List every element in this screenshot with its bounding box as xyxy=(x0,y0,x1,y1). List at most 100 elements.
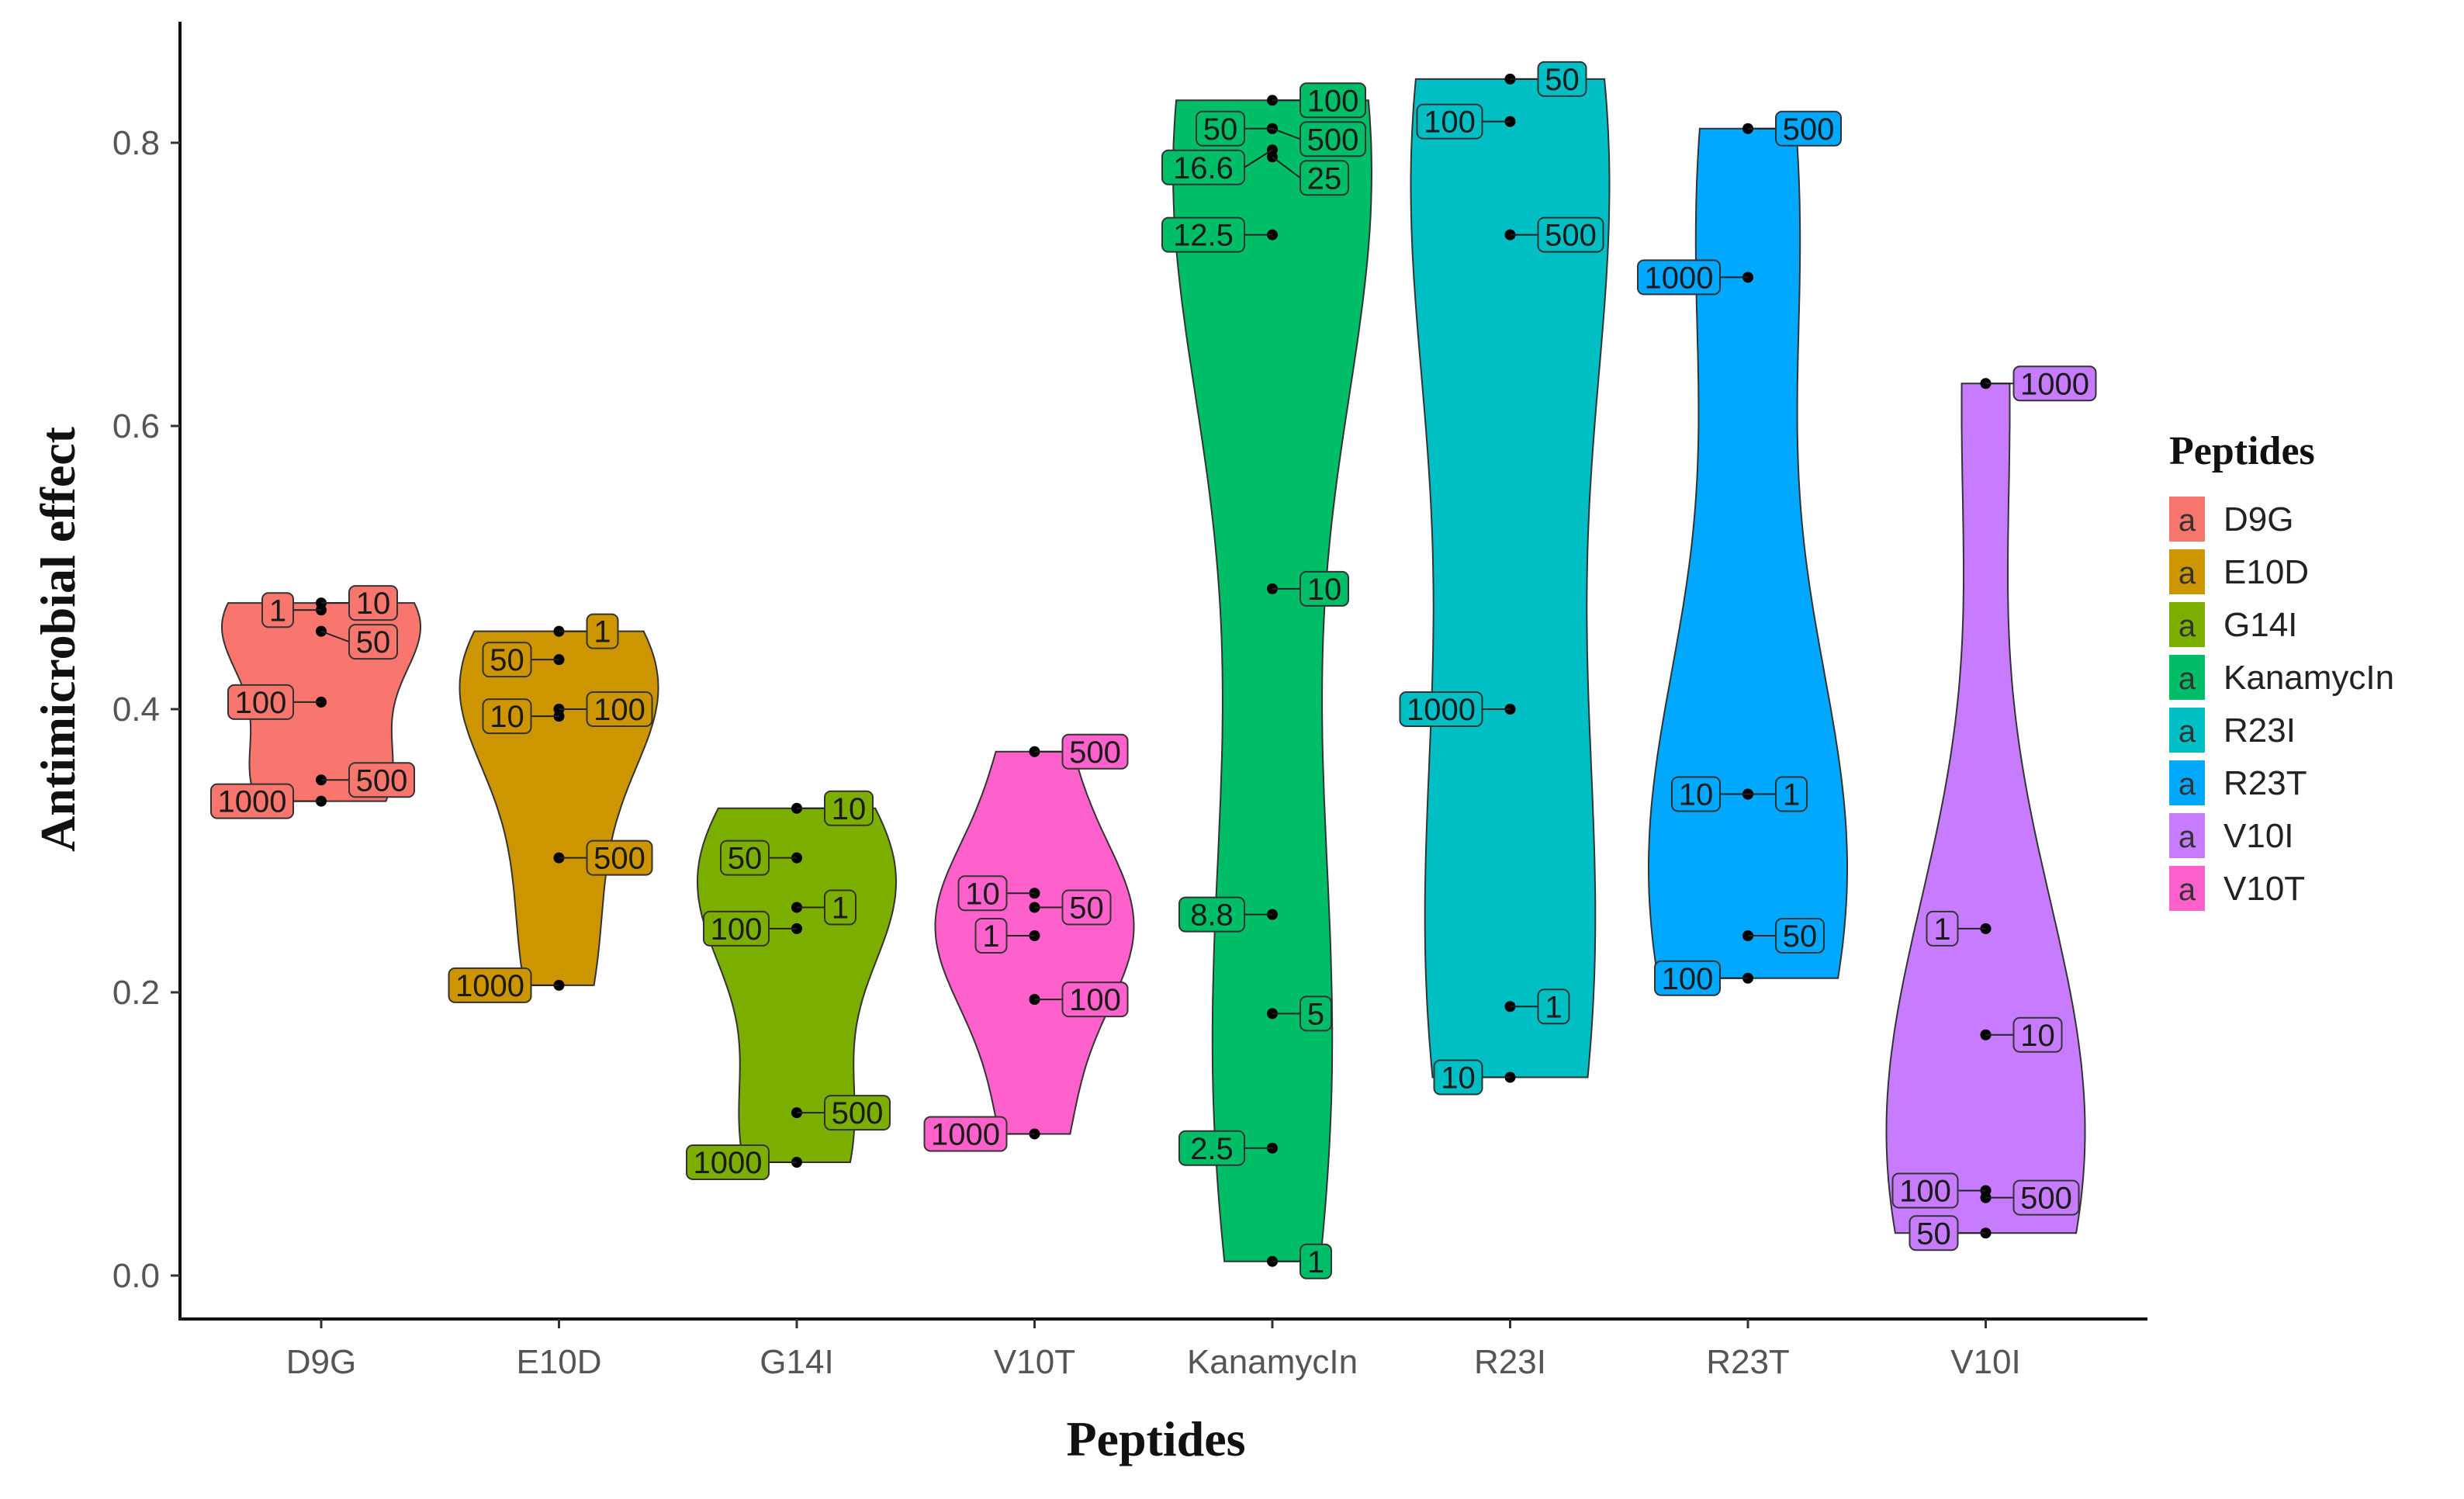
data-label-box xyxy=(824,889,857,926)
data-label-box xyxy=(957,875,1008,912)
data-label-box xyxy=(1399,691,1483,727)
data-label: 500 xyxy=(594,842,645,876)
legend-key xyxy=(2169,655,2205,700)
data-label-box xyxy=(1178,1130,1245,1166)
x-tick-label: R23I xyxy=(1474,1343,1546,1381)
data-label-box xyxy=(1416,103,1483,140)
data-label-box xyxy=(1775,110,1842,147)
data-label: 10 xyxy=(1679,778,1714,812)
data-label: 50 xyxy=(490,643,524,677)
legend-key-glyph: a xyxy=(2178,662,2196,696)
data-label: 500 xyxy=(356,763,408,798)
data-label: 1000 xyxy=(1645,261,1714,295)
data-label-box xyxy=(1775,918,1825,954)
data-label: 1 xyxy=(594,615,611,649)
legend-entry-label: D9G xyxy=(2223,500,2293,538)
data-label-box xyxy=(348,624,398,660)
legend-entry-label: G14I xyxy=(2223,606,2297,644)
x-tick-label: R23T xyxy=(1706,1343,1790,1381)
data-label-box xyxy=(686,1144,770,1180)
data-label: 50 xyxy=(1203,113,1238,147)
data-label: 1000 xyxy=(455,969,524,1003)
data-label-box xyxy=(1161,149,1245,185)
data-label-box xyxy=(824,790,874,826)
data-label-box xyxy=(1433,1059,1483,1096)
data-label-box xyxy=(1061,889,1112,926)
data-label: 10 xyxy=(356,587,391,621)
data-label: 1 xyxy=(832,891,849,926)
x-tick-label: E10D xyxy=(516,1343,601,1381)
data-label: 500 xyxy=(1069,736,1121,770)
data-label: 500 xyxy=(1545,219,1597,253)
data-label-box xyxy=(1196,110,1245,147)
data-label-box xyxy=(348,762,415,798)
data-label: 2.5 xyxy=(1190,1132,1234,1166)
data-label: 10 xyxy=(832,792,867,826)
data-label-box xyxy=(586,613,619,649)
data-label-box xyxy=(1671,776,1721,812)
data-label-box xyxy=(261,592,294,628)
data-label-box xyxy=(482,642,532,678)
data-label: 50 xyxy=(1069,891,1104,926)
data-label: 100 xyxy=(711,912,763,947)
legend-key xyxy=(2169,813,2205,858)
labels-layer: 10 1 50 100 500 1000 1 50 100 10 500 1000 10 50 1 100 50… xyxy=(210,61,2097,1279)
y-tick-label: 0.6 xyxy=(112,407,160,445)
data-label: 500 xyxy=(1783,113,1835,147)
data-label: 10 xyxy=(490,700,524,734)
data-label-box xyxy=(1537,216,1604,253)
data-label: 1 xyxy=(1307,1245,1324,1279)
y-tick-label: 0.8 xyxy=(112,124,160,162)
x-tick-label: KanamycIn xyxy=(1187,1343,1358,1381)
data-label: 50 xyxy=(356,625,391,659)
data-label-box xyxy=(1299,1243,1332,1279)
data-label: 10 xyxy=(2020,1019,2055,1053)
data-label: 1 xyxy=(1545,990,1562,1024)
data-label: 1 xyxy=(1933,912,1950,947)
data-label-box xyxy=(1926,910,1959,947)
legend-entry-label: V10I xyxy=(2223,817,2294,855)
data-label-box xyxy=(1299,160,1349,196)
data-label-box xyxy=(1537,61,1587,97)
data-label: 1000 xyxy=(931,1118,1000,1152)
legend-entry-label: R23I xyxy=(2223,711,2296,750)
violin-r23i xyxy=(1410,78,1611,1078)
y-ticks: 0.0 0.2 0.4 0.6 0.8 xyxy=(112,124,180,1295)
legend-key xyxy=(2169,760,2205,805)
label-connector xyxy=(1244,149,1273,168)
data-label-box xyxy=(482,698,532,735)
label-connector xyxy=(1272,127,1301,140)
data-label-box xyxy=(2012,1016,2063,1053)
x-ticks: D9G E10D G14I V10T KanamycIn R23I R23T V10I xyxy=(286,1319,2021,1381)
data-label: 10 xyxy=(965,877,1000,911)
data-label: 100 xyxy=(1307,84,1359,118)
data-label-box xyxy=(1299,82,1366,119)
legend-key-glyph: a xyxy=(2178,767,2196,801)
legend-key-glyph: a xyxy=(2178,504,2196,538)
data-label-box xyxy=(210,783,294,819)
data-label-box xyxy=(348,585,398,621)
data-label: 1 xyxy=(269,594,286,628)
data-label: 12.5 xyxy=(1173,219,1234,253)
data-label: 500 xyxy=(832,1096,884,1130)
data-label-box xyxy=(720,840,770,876)
legend-entry-label: R23T xyxy=(2223,764,2307,802)
legend-key xyxy=(2169,497,2205,542)
y-tick-label: 0.2 xyxy=(112,974,160,1012)
data-label: 1000 xyxy=(218,785,287,819)
data-label: 10 xyxy=(1307,573,1342,607)
x-tick-label: V10I xyxy=(1950,1343,2021,1381)
data-label-box xyxy=(1299,995,1332,1032)
data-label-box xyxy=(1061,981,1129,1018)
data-label-box xyxy=(923,1116,1008,1152)
violin-e10d xyxy=(459,630,659,986)
data-label-box xyxy=(1061,733,1129,770)
x-axis-title: Peptides xyxy=(1066,1411,1245,1466)
data-label: 16.6 xyxy=(1173,151,1234,185)
data-label-box xyxy=(2012,1179,2080,1216)
data-label-box xyxy=(824,1095,891,1131)
legend-key xyxy=(2169,708,2205,753)
axes-layer xyxy=(178,22,2147,1321)
